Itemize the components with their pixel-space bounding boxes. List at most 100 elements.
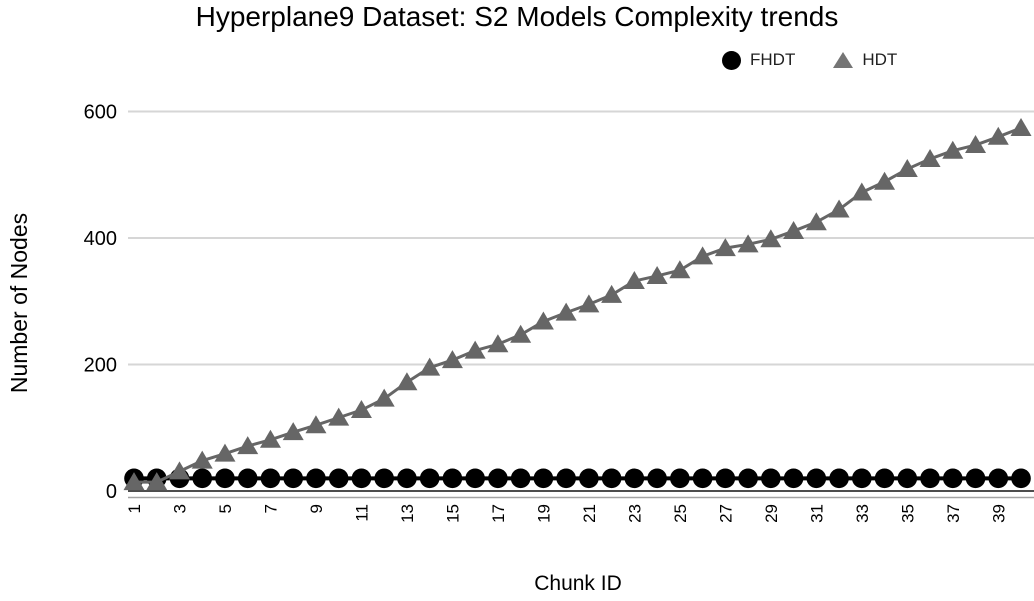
x-tick-label: 29 [762,504,781,523]
fhdt-marker [556,468,576,489]
chart-title: Hyperplane9 Dataset: S2 Models Complexit… [195,1,839,32]
fhdt-marker [761,468,781,489]
hdt-marker [441,350,463,369]
hdt-marker [919,148,941,167]
triangle-icon [833,52,854,68]
fhdt-marker [192,468,213,489]
x-tick-label: 35 [898,504,917,523]
fhdt-marker [897,468,918,489]
x-tick-label: 15 [443,504,462,523]
x-tick-label: 11 [352,504,371,522]
hdt-marker [601,284,623,303]
hdt-marker [282,422,304,441]
fhdt-marker [942,468,963,489]
hdt-line [134,126,1022,484]
hdt-marker [965,135,987,154]
hdt-marker [805,212,827,231]
hdt-marker [555,302,577,321]
fhdt-marker [806,468,827,489]
hdt-marker [896,159,918,178]
fhdt-marker [306,468,326,489]
hdt-marker [123,472,145,491]
fhdt-marker [397,468,417,489]
x-tick-label: 9 [307,504,326,513]
fhdt-marker [237,468,258,489]
fhdt-marker [874,468,895,489]
fhdt-marker [488,468,508,489]
fhdt-marker [533,468,554,489]
fhdt-marker [465,468,485,489]
legend-label-fhdt: FHDT [750,50,796,69]
fhdt-marker [601,468,622,489]
hdt-marker [1010,117,1032,136]
fhdt-marker [374,468,394,489]
hdt-marker [987,126,1009,145]
hdt-marker [396,372,418,391]
hdt-marker [851,182,873,201]
fhdt-marker [215,468,235,489]
hdt-marker [350,400,372,419]
legend: FHDT HDT [722,50,897,70]
fhdt-marker [579,468,599,489]
fhdt-marker [965,468,986,489]
hdt-marker [760,229,782,248]
fhdt-marker [829,468,849,489]
fhdt-marker [647,468,667,489]
x-tick-label: 1 [125,504,144,513]
x-tick-label: 39 [989,504,1008,523]
x-tick-label: 27 [716,504,735,523]
hdt-marker [191,450,213,469]
fhdt-marker [260,468,281,489]
hdt-marker [305,415,327,434]
x-tick-label: 7 [261,504,280,513]
hdt-marker [510,324,532,343]
hdt-marker [168,461,190,480]
fhdt-marker [328,468,349,489]
fhdt-marker [624,468,645,489]
x-tick-label: 31 [807,504,826,523]
hdt-marker [942,140,964,159]
y-tick-label: 200 [84,355,117,377]
fhdt-marker [783,468,804,489]
hdt-marker [783,221,805,240]
x-tick-label: 25 [671,504,690,523]
hdt-marker [328,407,350,426]
x-tick-label: 21 [580,504,599,523]
hdt-marker [373,388,395,407]
legend-item-fhdt: FHDT [722,50,795,70]
hdt-marker [237,436,259,455]
hdt-marker [578,294,600,313]
fhdt-marker [510,468,531,489]
fhdt-marker [692,468,713,489]
fhdt-marker [852,468,872,489]
x-tick-label: 19 [534,504,553,523]
x-tick-label: 37 [944,504,963,523]
hdt-marker [874,171,896,190]
hdt-marker [692,246,714,265]
hdt-marker [487,334,509,353]
legend-item-hdt: HDT [833,50,897,70]
x-tick-label: 13 [398,504,417,523]
fhdt-marker [351,468,372,489]
x-tick-label: 23 [625,504,644,523]
hdt-marker [623,271,645,290]
fhdt-marker [738,468,758,489]
hdt-marker [464,340,486,359]
hdt-marker [532,311,554,330]
circle-icon [722,50,741,70]
legend-label-hdt: HDT [862,50,898,69]
y-tick-label: 600 [84,102,117,124]
hdt-marker [646,265,668,284]
hdt-marker [828,199,850,218]
fhdt-marker [988,468,1009,489]
hdt-marker [714,238,736,257]
fhdt-marker [442,468,463,489]
x-tick-label: 5 [216,504,235,513]
hdt-marker [737,234,759,253]
fhdt-marker [1011,468,1031,489]
hdt-marker [214,443,236,462]
fhdt-marker [920,468,940,489]
y-tick-label: 400 [84,228,117,250]
